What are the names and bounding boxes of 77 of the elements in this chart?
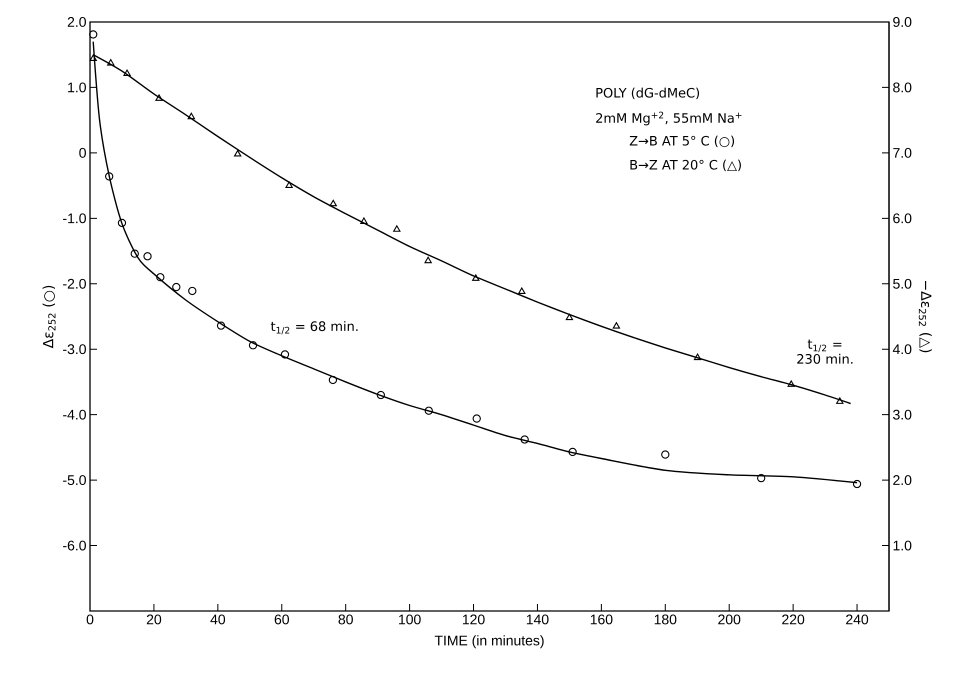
x-tick-label: 40 [210,614,226,624]
point [123,70,131,76]
y2-tick-label: 5.0 [893,278,912,289]
x-tick-label: 0 [86,614,94,624]
point [330,200,337,206]
y2-tick-label: 6.0 [893,213,912,224]
point [118,218,126,228]
x-tick-label: 80 [338,614,353,624]
point [568,448,577,456]
x-tick-label: 60 [274,614,289,624]
annotation: t$_{1/2}$ = 230 min. [797,340,852,364]
y2-tick-label: 2.0 [893,475,912,486]
y2-tick-label: 4.0 [892,344,912,354]
y-tick-label: 1.0 [68,82,86,92]
point [105,172,114,181]
x-tick-label: 160 [590,614,612,624]
point [566,314,574,320]
x-tick-label: 100 [399,614,421,624]
y2-tick-label: 9.0 [893,17,912,27]
y2-tick-label: 8.0 [893,82,912,92]
annotation: POLY (dG-dMeC) [596,88,700,100]
point [694,354,702,360]
point [360,217,368,224]
point [172,282,180,292]
annotation: 2mM Mg$^{+2}$, 55mM Na$^{+}$ [596,112,742,126]
y2-tick-label: 7.0 [893,148,912,158]
point [424,256,432,264]
x-axis-title: TIME (in minutes) [434,635,544,648]
point [376,390,385,400]
y-tick-label: 2.0 [68,17,86,27]
y-tick-label: -3.0 [63,344,86,354]
x-tick-label: 140 [526,614,549,624]
y-tick-label: -4.0 [63,410,86,420]
x-tick-label: 120 [462,614,485,624]
point [285,181,293,188]
x-tick-label: 220 [782,614,804,624]
point [661,450,670,459]
x-tick-label: 240 [846,614,868,624]
annotation: B→Z AT 20° C (△) [630,160,741,172]
point [188,286,196,296]
y2-tick-label: 1.0 [894,540,912,550]
point [757,474,766,482]
point [188,112,195,120]
point [520,435,529,444]
point [216,322,226,330]
point [155,94,163,101]
point [107,59,114,66]
point [788,380,795,387]
y-tick-label: 0 [79,148,86,158]
point [836,397,844,404]
point [612,322,620,329]
point [156,273,164,282]
annotation: Z→B AT 5° C (○) [630,136,734,148]
y-tick-label: -1.0 [63,213,86,224]
x-tick-label: 180 [654,614,676,624]
y-tick-label: -5.0 [63,475,86,486]
point [393,225,400,232]
x-tick-label: 20 [146,614,162,624]
point [472,414,481,423]
point [143,252,152,260]
point [234,150,242,157]
point [472,274,480,281]
point [89,30,98,39]
point [852,480,862,488]
x-tick-label: 200 [718,614,740,624]
y2-axis-title: −Δε$_{252}$ (△) [918,281,932,352]
point [518,287,526,294]
y2-tick-label: 3.0 [893,410,912,420]
y-tick-label: -6.0 [63,540,86,550]
y-tick-label: -2.0 [63,278,86,289]
point [424,406,433,415]
annotation: t$_{1/2}$ = 68 min. [270,321,358,334]
point [248,341,258,350]
point [328,376,338,384]
point [280,350,290,359]
y-axis-title: Δε$_{252}$ (○) [42,286,56,348]
point [130,250,139,258]
